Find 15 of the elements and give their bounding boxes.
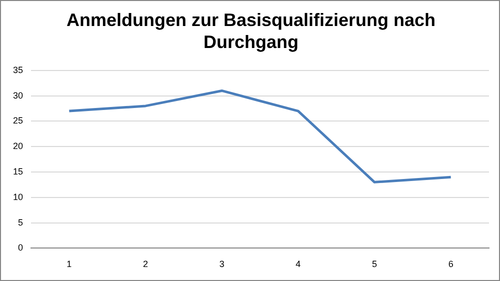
y-tick-label: 5 bbox=[18, 217, 24, 228]
x-tick-label: 1 bbox=[66, 259, 72, 270]
y-tick-label: 10 bbox=[12, 192, 24, 202]
y-tick-label: 30 bbox=[12, 90, 24, 100]
x-tick-label: 3 bbox=[219, 259, 224, 270]
x-tick-label: 2 bbox=[143, 259, 148, 270]
x-tick-label: 5 bbox=[372, 259, 378, 270]
chart-title: Anmeldungen zur Basisqualifizierung nach Durchgang bbox=[65, 9, 437, 53]
y-tick-label: 15 bbox=[12, 166, 24, 176]
y-tick-label: 25 bbox=[12, 116, 24, 126]
x-tick-label: 4 bbox=[296, 259, 301, 270]
y-tick-label: 35 bbox=[12, 64, 24, 75]
y-tick-label: 0 bbox=[18, 242, 24, 253]
x-tick-label: 6 bbox=[448, 259, 454, 270]
y-tick-label: 20 bbox=[12, 141, 24, 152]
